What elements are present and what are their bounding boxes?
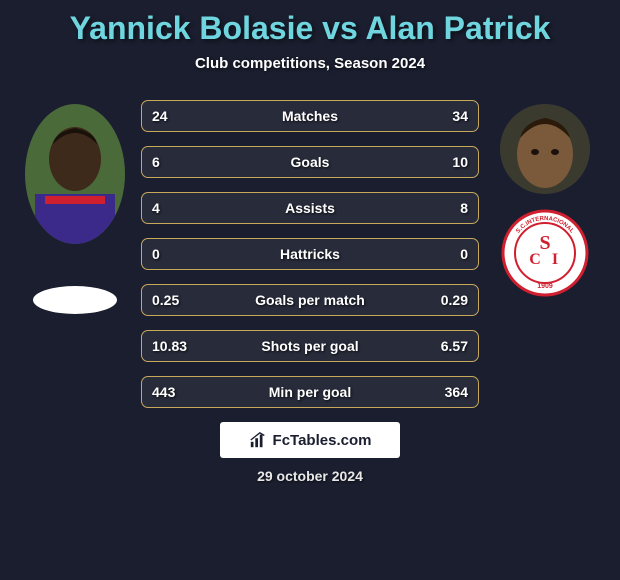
stat-right-value: 34 [452, 108, 468, 124]
source-logo[interactable]: FcTables.com [220, 422, 400, 458]
stat-left-value: 0 [152, 246, 160, 262]
stat-label: Goals per match [255, 292, 365, 308]
stat-right-value: 364 [445, 384, 468, 400]
stat-right-value: 8 [460, 200, 468, 216]
svg-text:S: S [539, 232, 550, 254]
player-right-column: S C I S.C.INTERNACIONAL 1909 [485, 100, 605, 298]
stat-row-min-per-goal: 443 Min per goal 364 [141, 376, 479, 408]
stat-label: Hattricks [280, 246, 340, 262]
player-left-column [15, 100, 135, 342]
comparison-body: 24 Matches 34 6 Goals 10 4 Assists 8 0 H… [0, 100, 620, 408]
club-badge-left-svg [30, 270, 120, 330]
stat-right-value: 0 [460, 246, 468, 262]
stat-left-value: 24 [152, 108, 168, 124]
stat-label: Matches [282, 108, 338, 124]
club-badge-right-svg: S C I S.C.INTERNACIONAL 1909 [500, 208, 590, 298]
stat-label: Goals [291, 154, 330, 170]
player-right-avatar [500, 104, 590, 194]
player-right-club-badge: S C I S.C.INTERNACIONAL 1909 [500, 208, 590, 298]
player-left-club-badge [30, 258, 120, 342]
page-title: Yannick Bolasie vs Alan Patrick [0, 10, 620, 47]
stats-table: 24 Matches 34 6 Goals 10 4 Assists 8 0 H… [135, 100, 485, 408]
club-year-text: 1909 [537, 283, 553, 290]
stat-label: Assists [285, 200, 335, 216]
svg-text:I: I [552, 251, 558, 268]
chart-icon [249, 431, 267, 449]
player-left-avatar-svg [25, 104, 125, 244]
comparison-card: Yannick Bolasie vs Alan Patrick Club com… [0, 0, 620, 580]
subtitle: Club competitions, Season 2024 [0, 55, 620, 72]
stat-row-goals: 6 Goals 10 [141, 146, 479, 178]
stat-row-assists: 4 Assists 8 [141, 192, 479, 224]
stat-left-value: 6 [152, 154, 160, 170]
stat-label: Min per goal [269, 384, 351, 400]
stat-left-value: 443 [152, 384, 175, 400]
stat-left-value: 0.25 [152, 292, 179, 308]
stat-label: Shots per goal [261, 338, 358, 354]
date-text: 29 october 2024 [0, 468, 620, 484]
logo-text: FcTables.com [273, 432, 372, 449]
stat-row-shots-per-goal: 10.83 Shots per goal 6.57 [141, 330, 479, 362]
svg-text:C: C [529, 251, 541, 268]
stat-right-value: 10 [452, 154, 468, 170]
stat-right-value: 0.29 [441, 292, 468, 308]
player-right-avatar-svg [500, 104, 590, 194]
stat-row-matches: 24 Matches 34 [141, 100, 479, 132]
stat-left-value: 10.83 [152, 338, 187, 354]
stat-right-value: 6.57 [441, 338, 468, 354]
stat-row-hattricks: 0 Hattricks 0 [141, 238, 479, 270]
stat-row-goals-per-match: 0.25 Goals per match 0.29 [141, 284, 479, 316]
player-left-avatar [25, 104, 125, 244]
stat-left-value: 4 [152, 200, 160, 216]
